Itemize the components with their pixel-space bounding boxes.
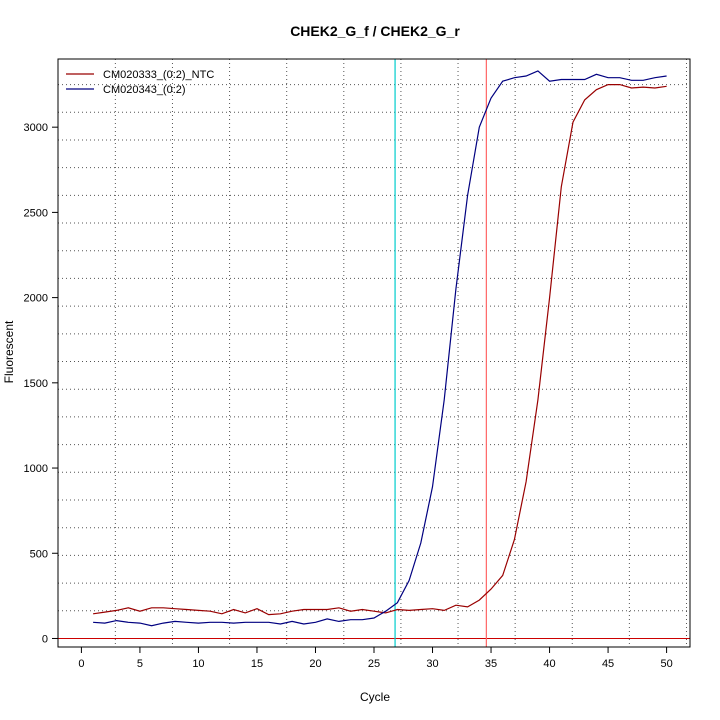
x-axis: 0 5 10 15 20 25 30 35 40 45 50 (78, 647, 673, 670)
x-tick-label: 50 (660, 658, 672, 670)
x-tick-label: 5 (137, 658, 143, 670)
series-line (93, 70, 667, 627)
x-tick-label: 0 (78, 658, 84, 670)
grid (58, 59, 690, 647)
plot-frame (57, 58, 691, 648)
y-axis: 0 500 1000 1500 2000 2500 3000 (24, 122, 58, 645)
legend-label: CM020343_(0:2) (103, 84, 186, 96)
marker-lines (58, 59, 690, 647)
y-tick-label: 500 (30, 548, 48, 560)
x-tick-label: 35 (485, 658, 497, 670)
y-tick-label: 1000 (24, 463, 48, 475)
legend-label: CM020333_(0:2)_NTC (103, 69, 214, 81)
x-tick-label: 10 (192, 658, 204, 670)
x-tick-label: 40 (543, 658, 555, 670)
series-line (93, 83, 667, 616)
x-tick-label: 20 (309, 658, 321, 670)
legend: CM020333_(0:2)_NTC CM020343_(0:2) (66, 69, 214, 96)
x-axis-label: Cycle (360, 690, 390, 704)
y-tick-label: 0 (42, 633, 48, 645)
y-axis-label: Fluorescent (2, 320, 16, 383)
y-tick-label: 1500 (24, 378, 48, 390)
x-tick-label: 25 (368, 658, 380, 670)
y-tick-label: 2500 (24, 207, 48, 219)
x-tick-label: 15 (251, 658, 263, 670)
chart-title: CHEK2_G_f / CHEK2_G_r (290, 23, 460, 39)
y-tick-label: 2000 (24, 293, 48, 305)
x-tick-label: 45 (602, 658, 614, 670)
series-lines (93, 70, 667, 627)
x-tick-label: 30 (426, 658, 438, 670)
y-tick-label: 3000 (24, 122, 48, 134)
